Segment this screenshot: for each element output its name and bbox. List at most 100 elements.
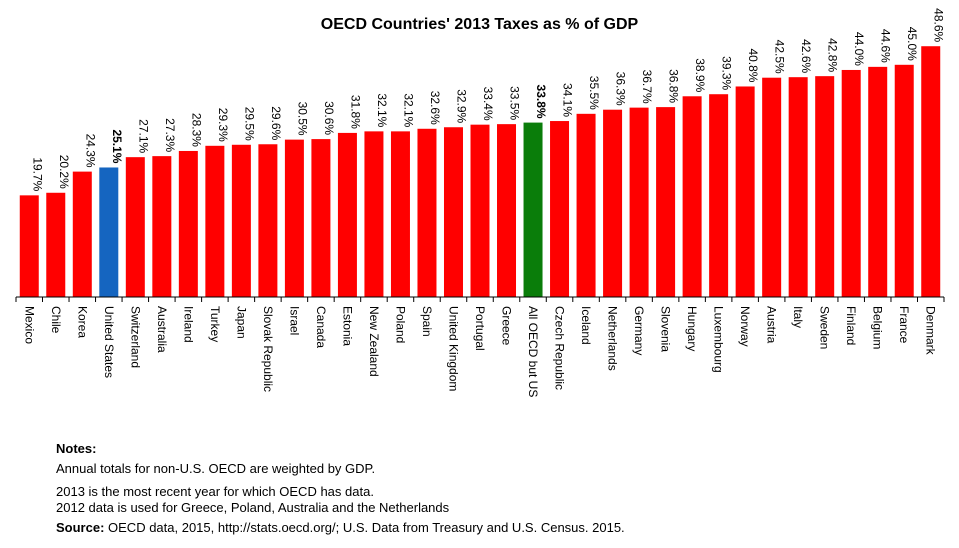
category-label-new-zealand: New Zealand bbox=[367, 306, 381, 377]
category-label-chile: Chile bbox=[49, 306, 63, 334]
bar-canada bbox=[311, 139, 331, 297]
category-label-italy: Italy bbox=[791, 306, 805, 328]
bar-italy bbox=[788, 77, 808, 298]
bar-greece bbox=[497, 124, 517, 297]
value-label-italy: 42.6% bbox=[799, 39, 813, 73]
value-label-spain: 32.6% bbox=[428, 91, 442, 125]
value-label-austria: 42.5% bbox=[773, 40, 787, 74]
value-label-portugal: 33.4% bbox=[481, 87, 495, 121]
category-label-ireland: Ireland bbox=[181, 306, 195, 343]
value-label-denmark: 48.6% bbox=[932, 8, 946, 42]
value-label-iceland: 35.5% bbox=[587, 76, 601, 110]
bar-all-oecd-but-us bbox=[523, 122, 543, 297]
bar-korea bbox=[72, 171, 92, 297]
category-label-poland: Poland bbox=[393, 306, 407, 343]
value-label-slovenia: 36.8% bbox=[667, 69, 681, 103]
category-label-canada: Canada bbox=[314, 306, 328, 348]
bar-united-states bbox=[99, 167, 119, 297]
notes-heading: Notes: bbox=[56, 441, 97, 456]
value-label-all-oecd-but-us: 33.8% bbox=[534, 85, 548, 119]
value-label-estonia: 31.8% bbox=[348, 95, 362, 129]
bar-france bbox=[894, 64, 914, 297]
note-line: Annual totals for non-U.S. OECD are weig… bbox=[56, 461, 376, 476]
category-label-spain: Spain bbox=[420, 306, 434, 337]
category-label-australia: Australia bbox=[155, 306, 169, 353]
value-label-turkey: 29.3% bbox=[216, 108, 230, 142]
category-label-hungary: Hungary bbox=[685, 306, 699, 351]
bar-ireland bbox=[178, 150, 198, 297]
value-label-japan: 29.5% bbox=[242, 107, 256, 141]
category-label-austria: Austria bbox=[765, 306, 779, 344]
value-label-mexico: 19.7% bbox=[30, 157, 44, 191]
bar-switzerland bbox=[125, 157, 145, 297]
bar-finland bbox=[841, 69, 861, 298]
category-label-switzerland: Switzerland bbox=[128, 306, 142, 368]
bar-denmark bbox=[921, 46, 941, 297]
bar-iceland bbox=[576, 113, 596, 297]
category-label-japan: Japan bbox=[234, 306, 248, 339]
value-label-canada: 30.6% bbox=[322, 101, 336, 135]
category-label-iceland: Iceland bbox=[579, 306, 593, 345]
bar-czech-republic bbox=[550, 121, 570, 297]
category-label-norway: Norway bbox=[738, 306, 752, 347]
category-label-luxembourg: Luxembourg bbox=[712, 306, 726, 373]
value-label-belgium: 44.6% bbox=[879, 29, 893, 63]
value-label-poland: 32.1% bbox=[401, 93, 415, 127]
category-label-france: France bbox=[897, 306, 911, 344]
bar-estonia bbox=[337, 132, 357, 297]
category-label-finland: Finland bbox=[844, 306, 858, 345]
chart-title: OECD Countries' 2013 Taxes as % of GDP bbox=[320, 16, 639, 33]
value-label-netherlands: 36.3% bbox=[614, 72, 628, 106]
value-label-united-states: 25.1% bbox=[110, 129, 124, 163]
category-label-belgium: Belgium bbox=[871, 306, 885, 349]
value-label-slovak-republic: 29.6% bbox=[269, 106, 283, 140]
value-label-chile: 20.2% bbox=[57, 155, 71, 189]
value-label-sweden: 42.8% bbox=[826, 38, 840, 72]
value-label-israel: 30.5% bbox=[295, 102, 309, 136]
bar-sweden bbox=[815, 76, 835, 298]
x-ticks-layer bbox=[15, 297, 945, 302]
category-label-mexico: Mexico bbox=[22, 306, 36, 344]
category-label-slovenia: Slovenia bbox=[659, 306, 673, 352]
value-label-new-zealand: 32.1% bbox=[375, 93, 389, 127]
source-text: OECD data, 2015, http://stats.oecd.org/;… bbox=[104, 520, 625, 535]
value-label-hungary: 38.9% bbox=[693, 58, 707, 92]
value-label-france: 45.0% bbox=[905, 27, 919, 61]
category-label-portugal: Portugal bbox=[473, 306, 487, 351]
note-line: 2012 data is used for Greece, Poland, Au… bbox=[56, 500, 450, 515]
bar-portugal bbox=[470, 124, 490, 297]
value-labels-layer: 19.7% 20.2% 24.3% 25.1% 27.1% 27.3% 28.3% 29.3%… bbox=[30, 8, 945, 191]
note-line: 2013 is the most recent year for which O… bbox=[56, 484, 374, 499]
bar-germany bbox=[629, 107, 649, 297]
bar-austria bbox=[762, 77, 782, 297]
value-label-norway: 40.8% bbox=[746, 48, 760, 82]
bar-chile bbox=[46, 192, 66, 297]
category-label-greece: Greece bbox=[500, 306, 514, 346]
value-label-switzerland: 27.1% bbox=[136, 119, 150, 153]
category-label-denmark: Denmark bbox=[924, 306, 938, 356]
bar-turkey bbox=[205, 145, 225, 297]
bar-united-kingdom bbox=[443, 127, 463, 298]
category-label-netherlands: Netherlands bbox=[606, 306, 620, 371]
category-label-czech-republic: Czech Republic bbox=[553, 306, 567, 390]
bar-hungary bbox=[682, 96, 702, 297]
bar-mexico bbox=[19, 195, 39, 297]
bar-slovenia bbox=[656, 107, 676, 297]
bar-netherlands bbox=[603, 109, 623, 297]
category-label-germany: Germany bbox=[632, 306, 646, 355]
value-label-australia: 27.3% bbox=[163, 118, 177, 152]
bar-israel bbox=[284, 139, 304, 297]
value-label-finland: 44.0% bbox=[852, 32, 866, 66]
value-label-greece: 33.5% bbox=[508, 86, 522, 120]
category-label-turkey: Turkey bbox=[208, 306, 222, 342]
value-label-united-kingdom: 32.9% bbox=[454, 89, 468, 123]
category-label-all-oecd-but-us: All OECD but US bbox=[526, 306, 540, 397]
bar-spain bbox=[417, 128, 437, 297]
bars-layer bbox=[19, 46, 941, 298]
bar-belgium bbox=[868, 66, 888, 297]
bar-luxembourg bbox=[709, 94, 729, 298]
bar-slovak-republic bbox=[258, 144, 278, 297]
category-label-sweden: Sweden bbox=[818, 306, 832, 349]
bar-norway bbox=[735, 86, 755, 297]
